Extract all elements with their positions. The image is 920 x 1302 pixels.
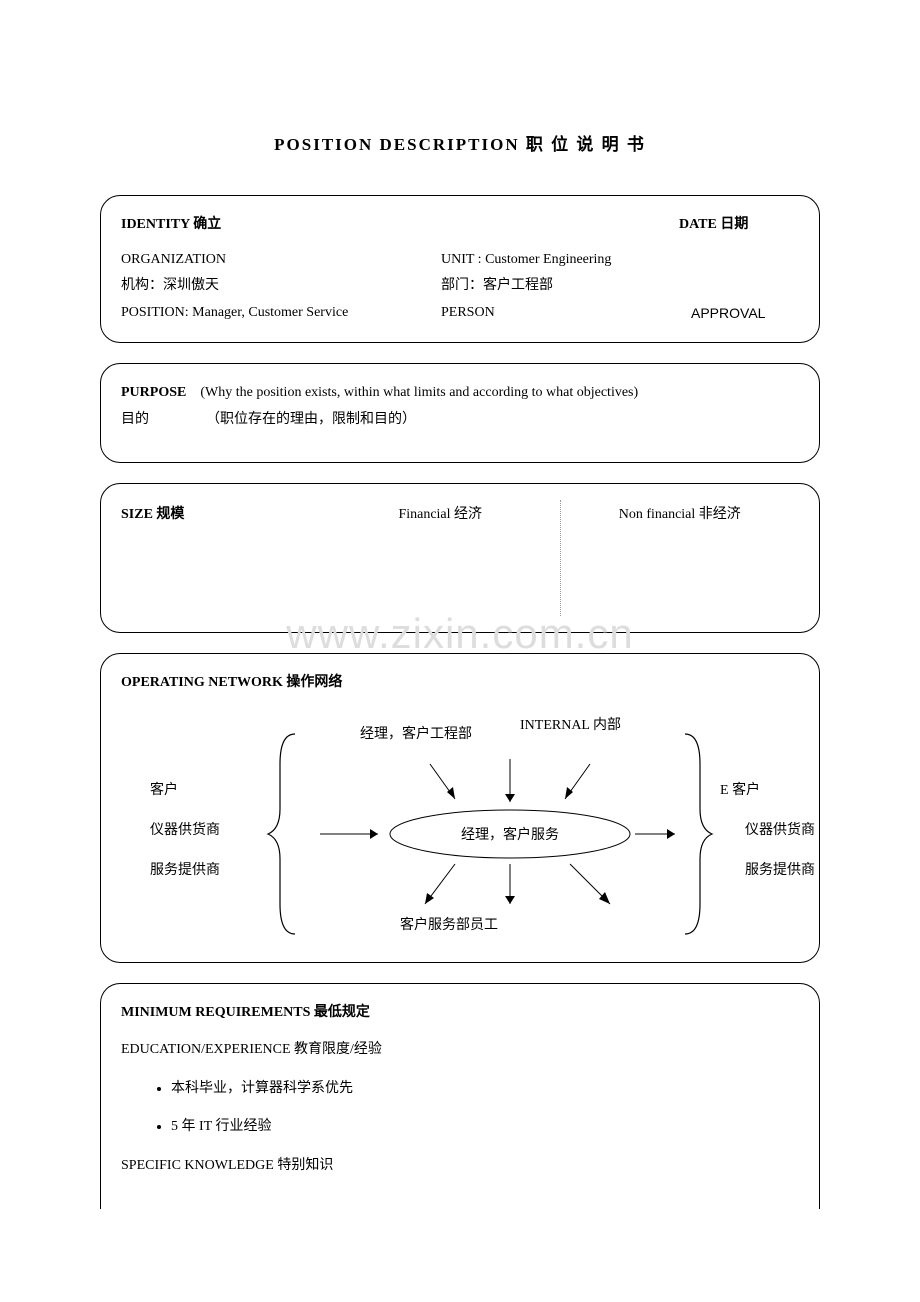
right-item-0: 客户 [732, 781, 760, 798]
page-title: POSITION DESCRIPTION 职 位 说 明 书 [100, 130, 820, 155]
org-label: ORGANIZATION [121, 247, 441, 274]
date-heading: DATE 日期 [679, 212, 799, 239]
education-list: 本科毕业，计算器科学系优先 5 年 IT 行业经验 [121, 1070, 799, 1147]
internal-label: INTERNAL 内部 [520, 717, 621, 733]
purpose-en: (Why the position exists, within what li… [200, 385, 638, 400]
identity-box: IDENTITY 确立 DATE 日期 ORGANIZATION UNIT : … [100, 195, 820, 343]
left-item-2: 服务提供商 [150, 862, 220, 878]
org-cn: 机构：深圳傲天 [121, 273, 441, 300]
purpose-box: PURPOSE (Why the position exists, within… [100, 363, 820, 463]
left-item-0: 客户 [150, 781, 178, 798]
unit-cn: 部门：客户工程部 [441, 273, 799, 300]
requirements-heading: MINIMUM REQUIREMENTS 最低规定 [121, 1000, 799, 1027]
size-nonfinancial: Non financial 非经济 [561, 500, 800, 616]
purpose-cn-label: 目的 [121, 412, 149, 427]
network-center: 经理，客户服务 [461, 826, 559, 843]
purpose-cn: （职位存在的理由，限制和目的） [206, 412, 416, 427]
operating-network-box: OPERATING NETWORK 操作网络 INTERNAL 内部 经理，客户… [100, 653, 820, 963]
unit-label: UNIT : Customer Engineering [441, 247, 799, 274]
size-box: SIZE 规模 Financial 经济 Non financial 非经济 [100, 483, 820, 633]
list-item: 5 年 IT 行业经验 [171, 1108, 799, 1147]
right-item-1: 仪器供货商 [745, 821, 815, 838]
network-heading: OPERATING NETWORK 操作网络 [121, 670, 799, 697]
approval-label: APPROVAL [691, 300, 765, 327]
left-item-1: 仪器供货商 [150, 821, 220, 838]
knowledge-label: SPECIFIC KNOWLEDGE 特别知识 [121, 1153, 799, 1180]
svg-text:E 客户: E 客户 [720, 781, 760, 798]
purpose-label: PURPOSE [121, 385, 186, 400]
position-label: POSITION: Manager, Customer Service [121, 300, 441, 327]
size-financial: Financial 经济 [321, 500, 561, 616]
person-label: PERSON [441, 300, 691, 327]
network-top-box: 经理，客户工程部 [360, 725, 472, 742]
identity-heading: IDENTITY 确立 [121, 212, 679, 239]
education-label: EDUCATION/EXPERIENCE 教育限度/经验 [121, 1037, 799, 1064]
network-diagram: INTERNAL 内部 经理，客户工程部 经理，客户服务 客户服务部员工 客户 … [101, 704, 819, 964]
size-label: SIZE 规模 [121, 500, 321, 616]
network-bottom: 客户服务部员工 [400, 916, 498, 933]
right-item-2: 服务提供商 [745, 862, 815, 878]
list-item: 本科毕业，计算器科学系优先 [171, 1070, 799, 1109]
requirements-box: MINIMUM REQUIREMENTS 最低规定 EDUCATION/EXPE… [100, 983, 820, 1209]
